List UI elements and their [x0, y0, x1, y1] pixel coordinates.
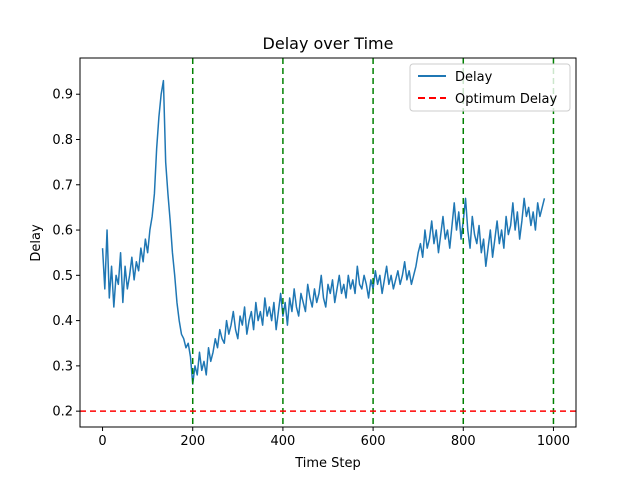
- x-tick-label: 0: [98, 434, 106, 449]
- y-tick-label: 0.2: [52, 405, 73, 420]
- y-tick-label: 0.4: [52, 314, 73, 329]
- y-tick-label: 0.8: [52, 133, 73, 148]
- plot-series-group: [80, 58, 576, 427]
- plot-frame: [79, 57, 577, 428]
- y-tick-label: 0.6: [52, 224, 73, 239]
- chart-title: Delay over Time: [263, 34, 394, 53]
- x-tick-label: 600: [361, 434, 386, 449]
- y-tick-label: 0.3: [52, 359, 73, 374]
- y-tick-label: 0.5: [52, 269, 73, 284]
- delay-series-line: [101, 79, 546, 385]
- legend-optimum-label: Optimum Delay: [455, 92, 557, 107]
- x-axis-label: Time Step: [294, 456, 361, 471]
- legend: Delay Optimum Delay: [409, 63, 571, 112]
- y-tick-label: 0.7: [52, 178, 73, 193]
- legend-delay-label: Delay: [455, 70, 493, 85]
- x-tick-label: 800: [451, 434, 476, 449]
- x-tick-label: 200: [180, 434, 205, 449]
- plot-layer: [80, 58, 576, 427]
- x-tick-label: 1000: [537, 434, 570, 449]
- legend-box: [409, 63, 571, 112]
- y-axis: 0.2 0.3 0.4 0.5 0.6 0.7 0.8 0.9: [52, 88, 80, 420]
- y-tick-label: 0.9: [52, 88, 73, 103]
- x-tick-label: 400: [270, 434, 295, 449]
- x-axis: 0 200 400 600 800 1000: [98, 427, 570, 449]
- y-axis-label: Delay: [29, 224, 44, 262]
